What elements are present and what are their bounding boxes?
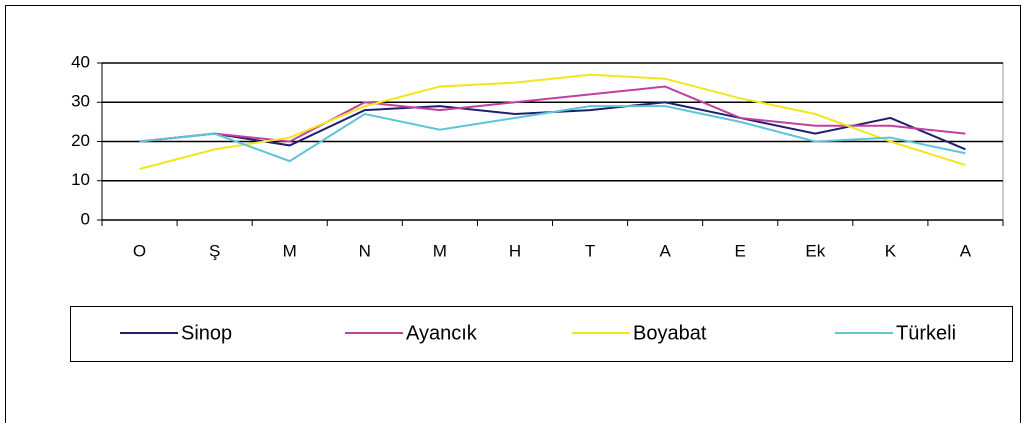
y-tick-label: 30 (71, 92, 90, 111)
x-tick-label: M (283, 241, 297, 260)
x-tick-label: N (359, 241, 371, 260)
x-tick-label: A (659, 241, 671, 260)
x-tick-label: T (585, 241, 595, 260)
y-tick-label: 20 (71, 131, 90, 150)
legend-label: Türkeli (896, 322, 956, 344)
x-tick-label: Ek (805, 241, 825, 260)
series-line (139, 105, 966, 163)
legend-label: Ayancık (406, 322, 478, 344)
x-tick-label: A (960, 241, 972, 260)
legend-label: Boyabat (633, 322, 707, 344)
legend-label: Sinop (181, 322, 232, 344)
x-tick-label: H (509, 241, 521, 260)
series-line (139, 73, 966, 170)
x-tick-label: Ş (209, 241, 220, 260)
y-tick-label: 0 (81, 209, 90, 228)
x-tick-label: K (885, 241, 897, 260)
y-tick-label: 40 (71, 52, 90, 71)
x-tick-label: E (735, 241, 746, 260)
x-tick-label: O (133, 241, 146, 260)
x-tick-label: M (433, 241, 447, 260)
y-tick-label: 10 (71, 170, 90, 189)
